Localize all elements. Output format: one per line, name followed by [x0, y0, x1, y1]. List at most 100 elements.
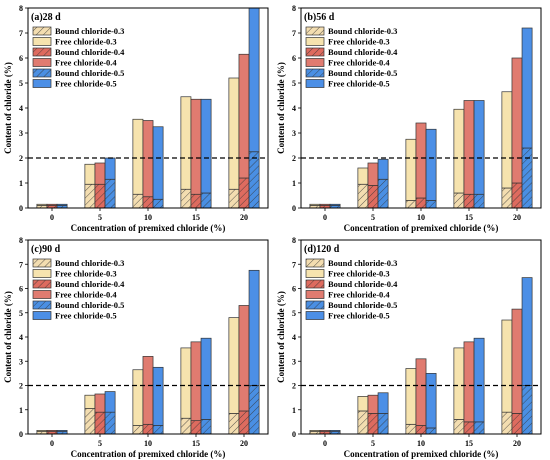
y-tick-label: 1: [292, 406, 296, 415]
bar-hatch-0.3-cat-0: [309, 205, 320, 208]
legend-label: Free chloride-0.3: [328, 37, 390, 47]
chart-panel-2: 0 5 10 15 20 0 1 2 3 4 5 6 7 8 (b)56 d Concentration of…: [276, 4, 542, 233]
bar-free-0.4-cat-10: [415, 358, 427, 426]
y-tick-label: 8: [19, 236, 23, 245]
x-tick-label: 10: [144, 439, 152, 448]
bar-free-0.3-cat-20: [228, 77, 240, 190]
bar-hatch-0.5-cat-15: [201, 193, 212, 208]
bar-hatch-0.3-cat-10: [405, 424, 416, 434]
y-tick-label: 4: [19, 104, 23, 113]
bar-hatch-0.5-cat-20: [522, 385, 533, 434]
bar-free-0.3-cat-0: [36, 203, 48, 206]
bar-hatch-0.4-cat-0: [319, 431, 331, 434]
x-axis-label: Concentration of premixed chloride (%): [71, 449, 226, 459]
bar-free-0.3-cat-5: [84, 163, 96, 185]
bar-free-0.4-cat-5: [367, 394, 379, 414]
x-tick-label: 15: [192, 439, 200, 448]
bar-free-0.5-cat-5: [377, 392, 389, 414]
legend-label: Free chloride-0.4: [55, 290, 117, 300]
bar-free-0.4-cat-0: [46, 203, 58, 206]
bar-hatch-0.4-cat-20: [238, 410, 250, 434]
legend-swatch-4: [305, 58, 325, 67]
bar-free-0.5-cat-15: [473, 337, 485, 423]
bar-free-0.4-cat-15: [190, 341, 202, 422]
bar-hatch-0.3-cat-15: [180, 189, 191, 208]
legend-swatch-hatch-5: [33, 301, 51, 309]
bar-free-0.4-cat-0: [46, 430, 58, 432]
legend-label: Bound chloride-0.3: [328, 26, 397, 36]
x-tick-label: 20: [513, 439, 521, 448]
legend-swatch-hatch-5: [306, 69, 324, 77]
legend-swatch-hatch-1: [306, 259, 324, 267]
bar-free-0.5-cat-15: [473, 100, 485, 195]
bar-hatch-0.4-cat-20: [511, 413, 523, 434]
legend-label: Bound chloride-0.5: [55, 68, 124, 78]
legend-swatch-6: [32, 79, 52, 88]
legend-label: Free chloride-0.5: [328, 79, 390, 89]
legend-swatch-4: [32, 58, 52, 67]
legend-label: Bound chloride-0.5: [328, 300, 397, 310]
bar-free-0.3-cat-5: [84, 394, 96, 409]
bar-free-0.5-cat-0: [56, 430, 68, 432]
bar-free-0.5-cat-0: [56, 203, 68, 206]
bar-free-0.5-cat-5: [104, 157, 116, 180]
legend-label: Free chloride-0.3: [55, 269, 117, 279]
plot-frame: [27, 7, 269, 209]
bar-hatch-0.5-cat-5: [105, 179, 116, 208]
chart-panel-3: 0 5 10 15 20 0 1 2 3 4 5 6 7 8 (c)90 d Concentration of…: [3, 236, 269, 459]
y-tick-label: 1: [19, 406, 23, 415]
bar-free-0.5-cat-10: [425, 128, 437, 201]
y-tick-label: 4: [19, 333, 23, 342]
legend-label: Free chloride-0.3: [328, 269, 390, 279]
bar-hatch-0.4-cat-10: [415, 425, 427, 434]
bar-free-0.3-cat-15: [180, 96, 192, 190]
legend-label: Bound chloride-0.4: [55, 279, 125, 289]
bar-free-0.4-cat-20: [238, 305, 250, 412]
bar-free-0.3-cat-20: [501, 319, 513, 413]
legend-label: Free chloride-0.5: [55, 79, 117, 89]
legend-label: Bound chloride-0.4: [328, 47, 398, 57]
bar-free-0.3-cat-0: [309, 203, 321, 206]
bar-hatch-0.3-cat-20: [228, 189, 239, 208]
legend-swatch-6: [305, 79, 325, 88]
x-tick-label: 5: [371, 213, 375, 222]
legend-swatch-hatch-5: [33, 69, 51, 77]
x-tick-label: 15: [465, 439, 473, 448]
y-tick-label: 0: [19, 204, 23, 213]
bar-free-0.5-cat-5: [104, 391, 116, 413]
bar-free-0.5-cat-15: [200, 98, 212, 194]
bar-hatch-0.5-cat-0: [330, 431, 341, 434]
bar-free-0.3-cat-15: [180, 347, 192, 419]
bar-hatch-0.5-cat-10: [153, 199, 164, 208]
legend-swatch-6: [32, 311, 52, 320]
bar-hatch-0.4-cat-15: [190, 420, 202, 434]
bar-hatch-0.4-cat-5: [94, 184, 106, 208]
chart-panel-4: 0 5 10 15 20 0 1 2 3 4 5 6 7 8 (d)120 d Concentration o…: [276, 236, 542, 459]
x-tick-label: 15: [192, 213, 200, 222]
bar-free-0.5-cat-20: [248, 269, 260, 386]
y-axis-label: Content of chloride (%): [276, 62, 286, 154]
y-tick-label: 3: [19, 129, 23, 138]
bar-free-0.5-cat-0: [329, 203, 341, 206]
bar-free-0.5-cat-10: [152, 366, 164, 426]
plot-frame: [27, 239, 269, 435]
bar-free-0.4-cat-10: [415, 122, 427, 199]
bar-hatch-0.3-cat-15: [453, 419, 464, 434]
bar-free-0.5-cat-20: [521, 27, 533, 149]
legend-swatch-hatch-3: [306, 48, 324, 56]
bar-hatch-0.4-cat-0: [46, 205, 58, 208]
legend-swatch-hatch-1: [306, 27, 324, 35]
bar-hatch-0.3-cat-20: [501, 412, 512, 434]
plot-frame: [300, 239, 542, 435]
x-tick-label: 20: [240, 213, 248, 222]
bar-free-0.4-cat-5: [94, 393, 106, 413]
panel-title: (b)56 d: [304, 12, 335, 23]
bar-free-0.5-cat-20: [521, 277, 533, 386]
bar-hatch-0.5-cat-20: [522, 148, 533, 208]
bar-hatch-0.4-cat-15: [190, 194, 202, 208]
bar-hatch-0.3-cat-10: [132, 425, 143, 434]
